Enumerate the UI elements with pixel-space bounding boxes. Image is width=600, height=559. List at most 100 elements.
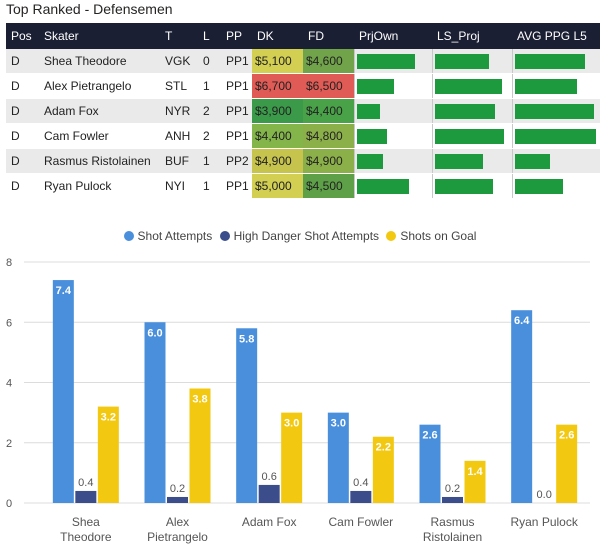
cell-skater: Ryan Pulock bbox=[39, 173, 160, 199]
cell-pp: PP1 bbox=[221, 173, 252, 199]
cell-avg-ppg-bar bbox=[511, 98, 600, 124]
col-header-fd[interactable]: FD bbox=[303, 23, 354, 49]
cell-line: 2 bbox=[198, 98, 221, 124]
data-label: 1.4 bbox=[467, 466, 483, 478]
cell-team: BUF bbox=[160, 148, 198, 174]
cell-team: NYR bbox=[160, 98, 198, 124]
cell-avg-ppg-bar bbox=[511, 73, 600, 99]
prjown-bar bbox=[356, 178, 410, 194]
x-tick-label: Alex bbox=[166, 515, 189, 529]
cell-dk-salary: $5,000 bbox=[252, 173, 303, 199]
ls-proj-bar bbox=[434, 178, 493, 194]
cell-pos: D bbox=[6, 98, 39, 124]
cell-pp: PP1 bbox=[221, 73, 252, 99]
col-header-pos[interactable]: Pos bbox=[6, 23, 39, 49]
table-row[interactable]: D Cam Fowler ANH 2 PP1 $4,400 $4,800 bbox=[6, 123, 600, 149]
col-header-pp[interactable]: PP bbox=[221, 23, 252, 49]
cell-pos: D bbox=[6, 148, 39, 174]
col-header-prjown[interactable]: PrjOwn bbox=[354, 23, 432, 49]
bar bbox=[464, 460, 486, 503]
y-tick-label: 8 bbox=[6, 257, 12, 269]
defensemen-table: Pos Skater T L PP DK FD PrjOwn LS_Proj A… bbox=[6, 23, 600, 199]
cell-line: 2 bbox=[198, 123, 221, 149]
data-label: 2.6 bbox=[422, 430, 437, 442]
table-row[interactable]: D Rasmus Ristolainen BUF 1 PP2 $4,900 $4… bbox=[6, 148, 600, 174]
cell-team: ANH bbox=[160, 123, 198, 149]
y-tick-label: 6 bbox=[6, 317, 12, 329]
cell-fd-salary: $6,500 bbox=[303, 73, 354, 99]
cell-ls-proj-bar bbox=[431, 148, 512, 174]
cell-ls-proj-bar bbox=[431, 49, 512, 74]
cell-avg-ppg-bar bbox=[511, 49, 600, 74]
cell-line: 0 bbox=[198, 49, 221, 74]
ls-proj-bar bbox=[434, 53, 489, 69]
cell-prjown-bar bbox=[353, 123, 432, 149]
table-row[interactable]: D Alex Pietrangelo STL 1 PP1 $6,700 $6,5… bbox=[6, 73, 600, 99]
cell-fd-salary: $4,400 bbox=[303, 98, 354, 124]
data-label: 6.0 bbox=[147, 327, 162, 339]
x-tick-label: Ryan Pulock bbox=[510, 515, 578, 529]
cell-prjown-bar bbox=[353, 148, 432, 174]
data-label: 2.2 bbox=[376, 442, 391, 454]
cell-ls-proj-bar bbox=[431, 98, 512, 124]
cell-line: 1 bbox=[198, 73, 221, 99]
table-row[interactable]: D Ryan Pulock NYI 1 PP1 $5,000 $4,500 bbox=[6, 173, 600, 199]
cell-prjown-bar bbox=[353, 98, 432, 124]
col-header-ls-proj[interactable]: LS_Proj bbox=[432, 23, 512, 49]
col-header-avg-ppg-l5[interactable]: AVG PPG L5 bbox=[512, 23, 600, 49]
table-row[interactable]: D Shea Theodore VGK 0 PP1 $5,100 $4,600 bbox=[6, 49, 600, 74]
bar bbox=[556, 424, 578, 503]
x-tick-label: Cam Fowler bbox=[328, 515, 393, 529]
cell-pos: D bbox=[6, 123, 39, 149]
legend-label: Shots on Goal bbox=[400, 229, 477, 243]
avg-ppg-bar bbox=[514, 128, 597, 144]
bar bbox=[75, 490, 97, 503]
bar bbox=[327, 412, 349, 503]
data-label: 0.4 bbox=[353, 477, 368, 489]
cell-dk-salary: $5,100 bbox=[252, 49, 303, 74]
bar bbox=[442, 496, 463, 503]
cell-dk-salary: $6,700 bbox=[252, 73, 303, 99]
legend-label: High Danger Shot Attempts bbox=[233, 229, 380, 243]
data-label: 0.0 bbox=[537, 489, 552, 501]
bar bbox=[97, 406, 119, 503]
col-header-team[interactable]: T bbox=[160, 23, 198, 49]
cell-pp: PP1 bbox=[221, 98, 252, 124]
legend-marker-shot-attempts bbox=[123, 231, 134, 241]
data-label: 6.4 bbox=[514, 315, 530, 327]
data-label: 0.4 bbox=[78, 477, 93, 489]
cell-avg-ppg-bar bbox=[511, 123, 600, 149]
col-header-dk[interactable]: DK bbox=[252, 23, 303, 49]
ls-proj-bar bbox=[434, 153, 484, 169]
avg-ppg-bar bbox=[514, 153, 550, 169]
cell-dk-salary: $4,400 bbox=[252, 123, 303, 149]
cell-pos: D bbox=[6, 173, 39, 199]
cell-pos: D bbox=[6, 73, 39, 99]
bar bbox=[281, 412, 303, 503]
ls-proj-bar bbox=[434, 103, 495, 119]
col-header-skater[interactable]: Skater bbox=[39, 23, 160, 49]
table-row[interactable]: D Adam Fox NYR 2 PP1 $3,900 $4,400 bbox=[6, 98, 600, 124]
x-tick-label: Adam Fox bbox=[242, 515, 297, 529]
legend-label: Shot Attempts bbox=[137, 229, 213, 243]
cell-pp: PP1 bbox=[221, 49, 252, 74]
bar bbox=[167, 496, 188, 503]
avg-ppg-bar bbox=[514, 178, 563, 194]
y-tick-label: 4 bbox=[6, 378, 12, 390]
x-tick-label: Ristolainen bbox=[423, 530, 482, 544]
cell-fd-salary: $4,500 bbox=[303, 173, 354, 199]
x-tick-label: Pietrangelo bbox=[147, 530, 208, 544]
data-label: 7.4 bbox=[56, 285, 72, 297]
cell-team: VGK bbox=[160, 49, 198, 74]
cell-prjown-bar bbox=[353, 49, 432, 74]
bar bbox=[372, 436, 394, 503]
prjown-bar bbox=[356, 53, 415, 69]
legend-item-shots-on-goal[interactable]: Shots on Goal bbox=[386, 229, 476, 243]
cell-pp: PP1 bbox=[221, 123, 252, 149]
y-tick-label: 0 bbox=[6, 498, 12, 510]
legend-item-shot-attempts[interactable]: Shot Attempts bbox=[123, 229, 213, 243]
legend-item-high-danger-shot-attempts[interactable]: High Danger Shot Attempts bbox=[219, 229, 380, 243]
col-header-line[interactable]: L bbox=[198, 23, 221, 49]
cell-avg-ppg-bar bbox=[511, 148, 600, 174]
